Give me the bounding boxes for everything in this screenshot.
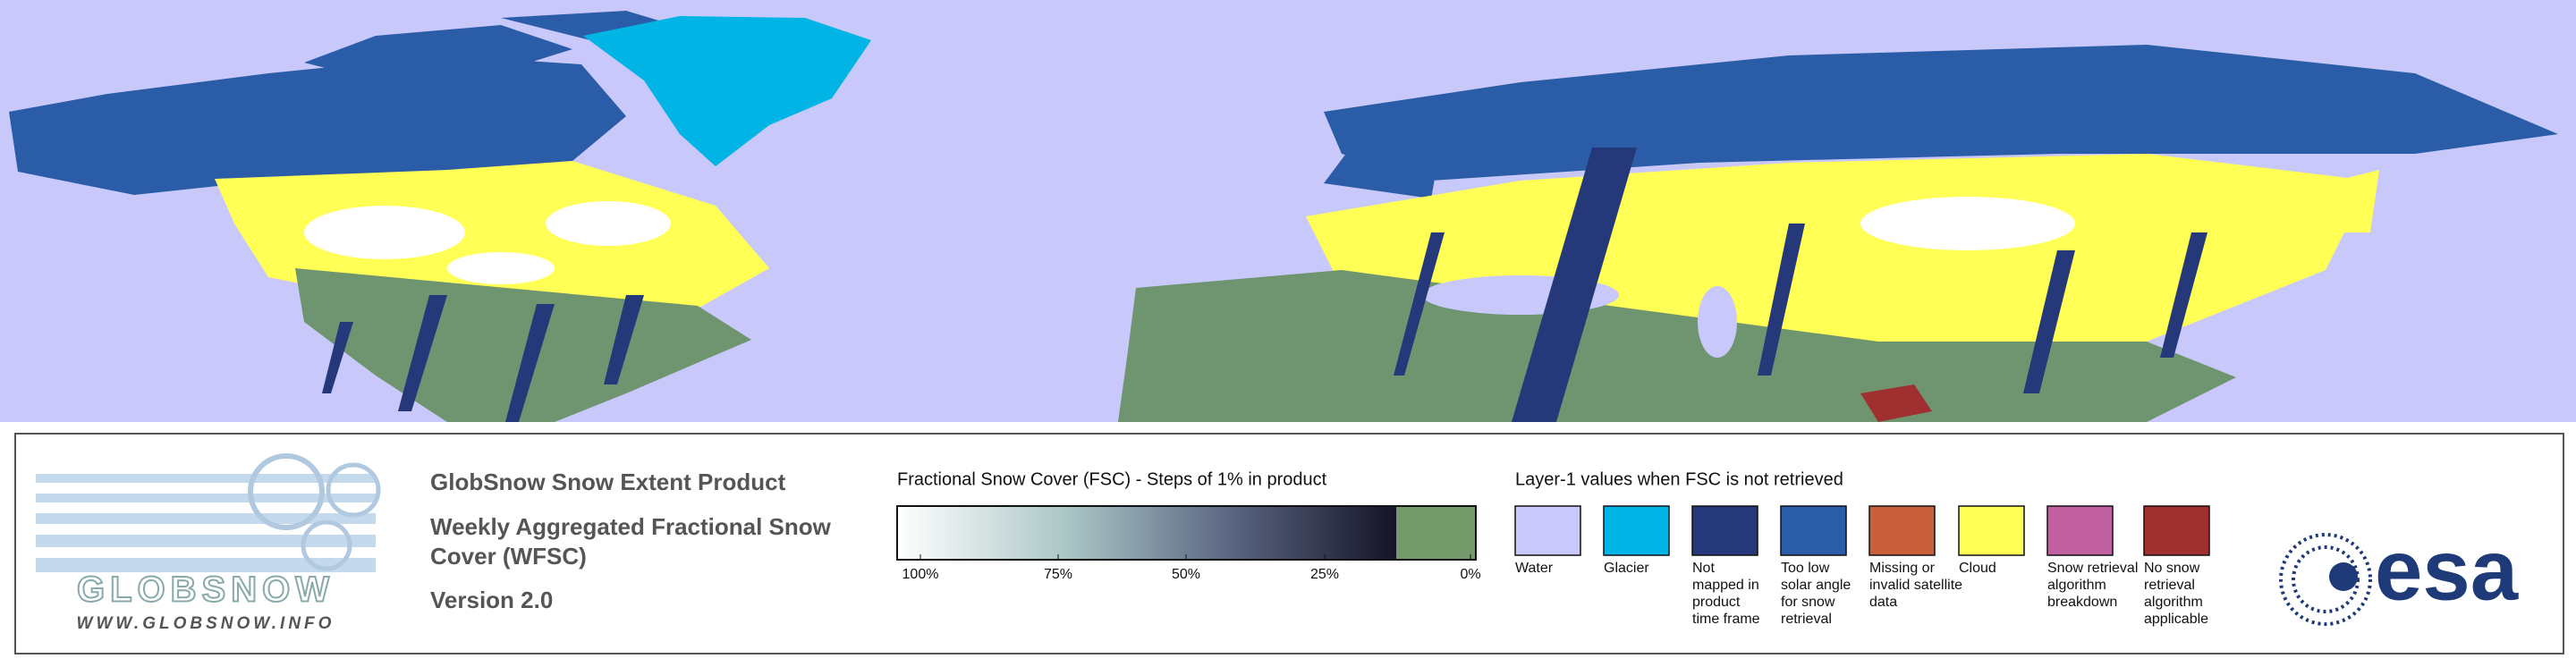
esa-dot <box>2329 562 2358 591</box>
logo-brand: GLOBSNOW <box>77 570 335 610</box>
swatch-label: Snow retrieval <box>2047 561 2138 576</box>
land-green <box>1118 270 2236 422</box>
snow <box>304 206 465 259</box>
logo-url: WWW.GLOBSNOW.INFO <box>77 614 335 633</box>
land-cloud <box>215 161 769 308</box>
swatch <box>2143 505 2210 556</box>
swatch-label: retrieval <box>2144 578 2195 593</box>
product-title: GlobSnow Snow Extent Product <box>430 469 786 495</box>
swatch-label: Not <box>1692 561 1715 576</box>
snowflake <box>326 462 381 518</box>
swatch <box>1958 505 2025 556</box>
land-cloud <box>2334 170 2379 232</box>
logo-stripe <box>36 513 376 524</box>
snowflake <box>301 519 352 571</box>
swatch <box>2046 505 2114 556</box>
swath <box>2023 250 2075 393</box>
swatch-label: product <box>1692 595 1741 610</box>
esa-ring <box>2292 545 2360 613</box>
swath <box>604 295 644 384</box>
swatch-label: algorithm <box>2047 578 2106 593</box>
swath <box>1758 224 1805 376</box>
swatch <box>1780 505 1847 556</box>
swatch <box>1868 505 1936 556</box>
swatch-label: mapped in <box>1692 578 1759 593</box>
fsc-tick-label: 50% <box>1172 567 1200 582</box>
greenland <box>583 16 871 166</box>
swatch-label: applicable <box>2144 612 2208 627</box>
snow-map <box>0 0 2576 422</box>
swatch-label: Cloud <box>1959 561 1996 576</box>
product-subtitle: Cover (WFSC) <box>430 543 587 570</box>
fsc-zero <box>1396 506 1476 560</box>
layer1-swatches: Water Glacier Not mapped in product time fram… <box>1514 505 2210 627</box>
swatch-label: solar angle <box>1781 578 1851 593</box>
swatch-label: Too low <box>1781 561 1830 576</box>
fsc-gradient <box>897 506 1396 560</box>
swatch-label: for snow <box>1781 595 1835 610</box>
swath <box>322 322 353 393</box>
swatch-label: breakdown <box>2047 595 2117 610</box>
land-dark <box>9 55 626 195</box>
region-no-retrieval <box>1860 384 1932 422</box>
swatch-label: algorithm <box>2144 595 2203 610</box>
swath <box>505 304 555 422</box>
swatch-label: Water <box>1515 561 1554 576</box>
snow <box>1860 197 2075 250</box>
swatch-label: invalid satellite <box>1869 578 1962 593</box>
swatch-label: retrieval <box>1781 612 1832 627</box>
swatch-label: Missing or <box>1869 561 1936 576</box>
esa-ring <box>2279 533 2372 626</box>
product-subtitle: Weekly Aggregated Fractional Snow <box>430 513 832 540</box>
product-version: Version 2.0 <box>430 587 553 613</box>
swatch <box>1691 505 1758 556</box>
sea <box>1698 286 1737 358</box>
land-dark <box>304 25 572 80</box>
esa-logo: esa <box>2279 522 2519 626</box>
swath <box>398 295 447 411</box>
fsc-ticks: 100% 75% 50% 25% 0% <box>902 554 1481 582</box>
swath <box>2160 232 2207 358</box>
fsc-tick-label: 100% <box>902 567 939 582</box>
fsc-tick-label: 0% <box>1460 567 1480 582</box>
logo-stripe <box>36 474 376 483</box>
snow <box>447 252 555 284</box>
swatch-label: No snow <box>2144 561 2200 576</box>
swatch-label: time frame <box>1692 612 1760 627</box>
snowflake <box>248 453 325 530</box>
swatch-label: data <box>1869 595 1897 610</box>
swath <box>1512 148 1637 422</box>
logo-stripe <box>36 535 376 547</box>
esa-text: esa <box>2375 522 2519 618</box>
land-dark <box>1324 100 1449 198</box>
swatch <box>1603 505 1670 556</box>
fsc-tick-label: 75% <box>1044 567 1072 582</box>
logo-stripe <box>36 558 376 572</box>
fsc-tick-label: 25% <box>1310 567 1339 582</box>
swath <box>1394 232 1445 376</box>
globsnow-logo: GLOBSNOW WWW.GLOBSNOW.INFO <box>36 453 381 633</box>
snow <box>546 201 671 246</box>
swatch <box>1514 505 1581 556</box>
layer1-title: Layer-1 values when FSC is not retrieved <box>1515 469 1843 489</box>
fsc-title: Fractional Snow Cover (FSC) - Steps of 1… <box>897 469 1327 489</box>
land-dark <box>1324 45 2558 181</box>
logo-stripe <box>36 494 376 502</box>
swatch-label: Glacier <box>1604 561 1649 576</box>
